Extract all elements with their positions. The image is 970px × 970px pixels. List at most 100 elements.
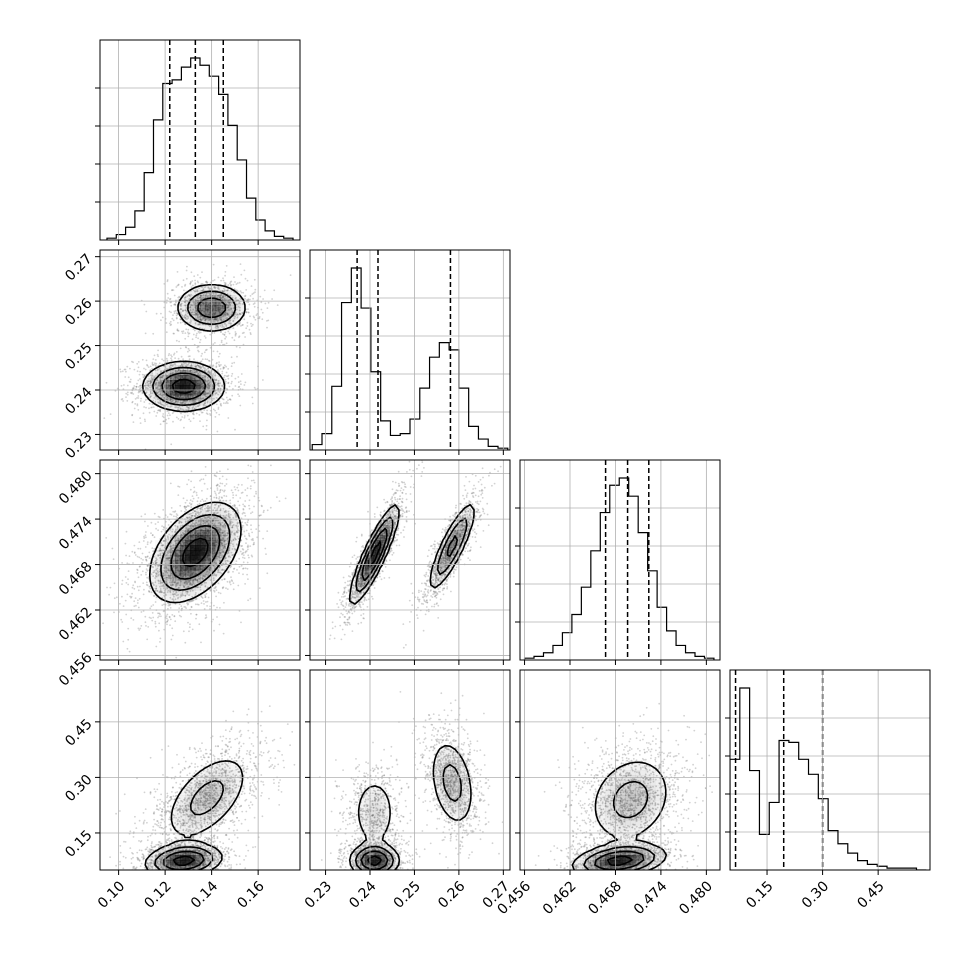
scatter-point [192, 580, 195, 583]
scatter-point [190, 516, 193, 519]
scatter-point [174, 530, 177, 533]
scatter-point [140, 611, 143, 613]
scatter-point [162, 405, 165, 407]
scatter-point [190, 503, 193, 505]
scatter-point [195, 597, 198, 600]
scatter-point [221, 555, 223, 558]
density-cell [230, 320, 236, 326]
scatter-point [209, 333, 212, 336]
scatter-point [212, 555, 215, 558]
density-cell [170, 375, 176, 381]
scatter-point [203, 403, 206, 405]
scatter-point [197, 364, 200, 367]
scatter-point [166, 396, 169, 399]
scatter-point [247, 519, 250, 522]
scatter-point [202, 578, 205, 580]
scatter-point [195, 365, 197, 368]
scatter-point [172, 314, 174, 317]
scatter-point [149, 379, 152, 382]
scatter-point [187, 537, 189, 540]
scatter-point [221, 397, 223, 400]
scatter-point [249, 487, 252, 490]
scatter-point [184, 501, 187, 504]
scatter-point [159, 409, 162, 411]
scatter-point [120, 384, 123, 387]
density-cell [175, 400, 181, 406]
scatter-point [252, 292, 255, 295]
scatter-point [209, 293, 212, 296]
scatter-point [246, 321, 249, 324]
scatter-point [186, 312, 189, 314]
scatter-point [236, 529, 239, 532]
scatter-point [254, 291, 256, 293]
density-cell [210, 305, 216, 311]
density-cell [170, 390, 176, 396]
scatter-point [178, 303, 181, 306]
scatter-point [175, 396, 177, 399]
scatter-point [212, 364, 215, 367]
scatter-point [219, 545, 222, 547]
scatter-point [168, 310, 171, 313]
scatter-point [242, 524, 244, 527]
scatter-point [196, 371, 199, 373]
scatter-point [229, 303, 232, 306]
scatter-point [203, 369, 206, 372]
scatter-point [187, 294, 190, 296]
density-cell [195, 385, 201, 391]
scatter-point [197, 586, 200, 588]
density-cell [165, 405, 171, 411]
scatter-point [186, 399, 189, 402]
scatter-point [216, 327, 218, 330]
scatter-point [184, 309, 187, 312]
scatter-point [224, 510, 226, 513]
scatter-point [173, 352, 176, 355]
scatter-point [219, 592, 222, 595]
scatter-point [225, 371, 228, 374]
scatter-point [177, 570, 180, 573]
scatter-point [201, 286, 204, 289]
scatter-point [127, 376, 130, 379]
scatter-point [199, 507, 202, 510]
scatter-point [132, 562, 134, 564]
scatter-point [186, 405, 188, 408]
scatter-point [184, 317, 186, 319]
scatter-point [197, 405, 200, 408]
scatter-point [204, 507, 206, 510]
scatter-point [248, 556, 250, 559]
scatter-point [193, 301, 196, 304]
scatter-point [209, 381, 212, 383]
scatter-point [235, 303, 238, 306]
scatter-point [200, 383, 203, 385]
scatter-point [195, 370, 198, 373]
density-cell [220, 315, 226, 321]
scatter-point [83, 379, 85, 381]
scatter-point [169, 414, 171, 417]
scatter-point [139, 378, 141, 380]
scatter-point [205, 601, 207, 603]
histogram-bin [126, 227, 135, 240]
scatter-point [223, 290, 226, 293]
scatter-point [170, 400, 172, 402]
scatter-point [205, 301, 208, 304]
scatter-point [230, 551, 233, 554]
scatter-point [175, 406, 178, 409]
scatter-point [146, 364, 149, 367]
scatter-point [192, 399, 195, 401]
scatter-point [168, 381, 170, 384]
scatter-point [209, 521, 212, 523]
scatter-point [155, 527, 158, 530]
density-cell [215, 385, 221, 391]
scatter-point [183, 581, 186, 584]
scatter-point [180, 594, 182, 597]
scatter-point [179, 394, 182, 397]
scatter-point [187, 335, 190, 338]
scatter-point [145, 406, 147, 409]
scatter-point [231, 312, 233, 314]
scatter-point [175, 351, 178, 353]
scatter-point [170, 359, 173, 362]
scatter-point [145, 310, 148, 313]
scatter-point [151, 392, 154, 395]
scatter-point [177, 395, 180, 398]
scatter-point [143, 375, 146, 378]
scatter-point [201, 385, 204, 388]
